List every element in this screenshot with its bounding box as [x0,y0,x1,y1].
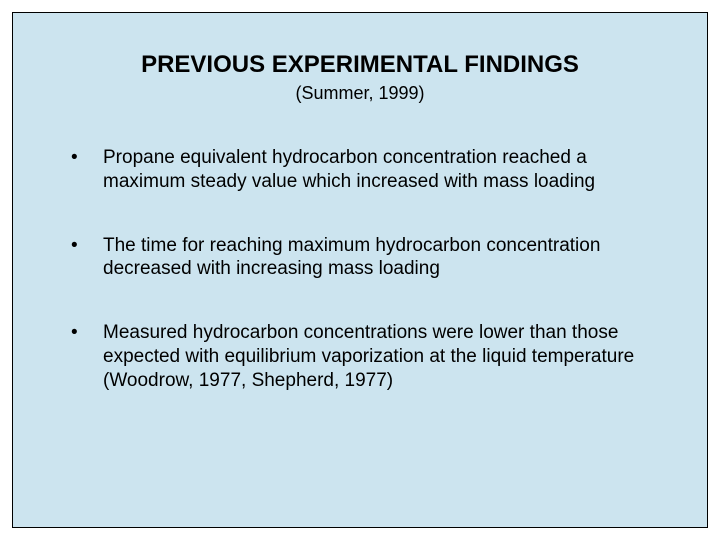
bullet-list: Propane equivalent hydrocarbon concentra… [53,146,667,392]
list-item: Measured hydrocarbon concentrations were… [71,321,667,392]
slide-container: PREVIOUS EXPERIMENTAL FINDINGS (Summer, … [0,0,720,540]
slide-title: PREVIOUS EXPERIMENTAL FINDINGS [53,51,667,79]
slide-panel: PREVIOUS EXPERIMENTAL FINDINGS (Summer, … [12,12,708,528]
list-item: Propane equivalent hydrocarbon concentra… [71,146,667,194]
slide-subtitle: (Summer, 1999) [53,83,667,104]
list-item: The time for reaching maximum hydrocarbo… [71,234,667,282]
